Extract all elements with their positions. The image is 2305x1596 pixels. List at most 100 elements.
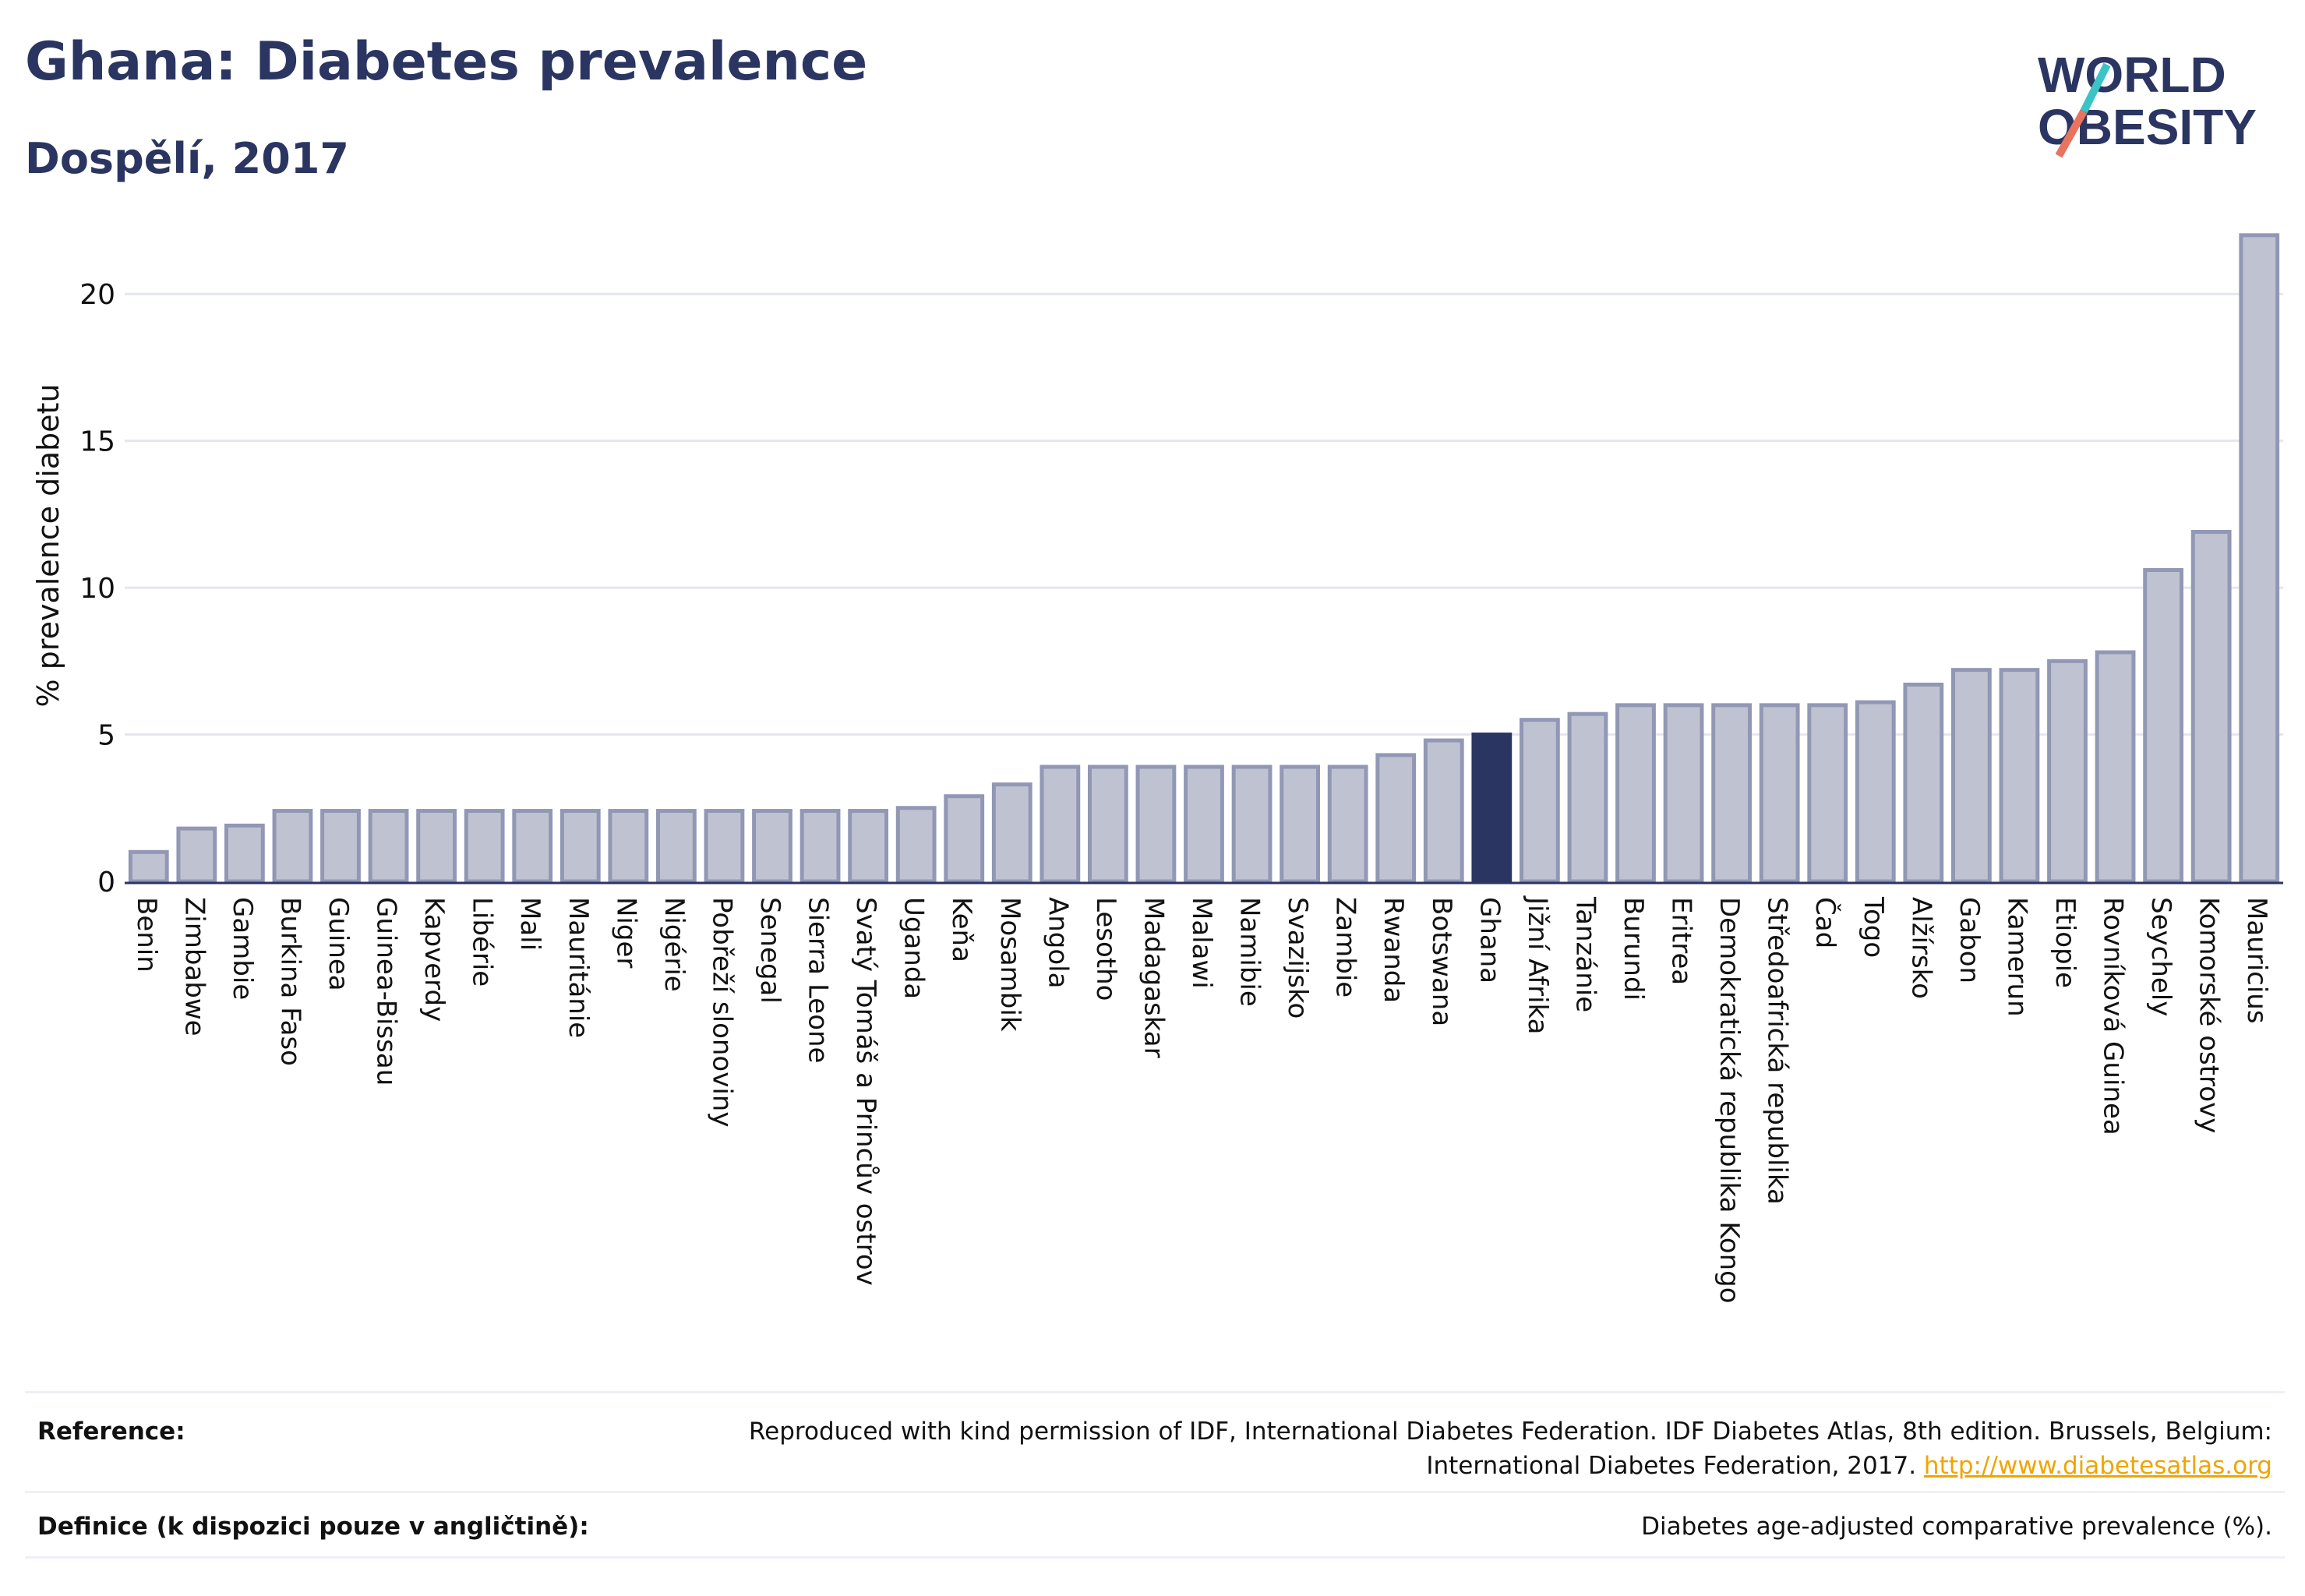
bar-Nigérie	[655, 809, 697, 884]
x-tick-label: Svatý Tomáš a Princův ostrov	[850, 897, 881, 1286]
bar-Rovníková Guinea	[2095, 650, 2136, 884]
x-tick-label: Togo	[1858, 896, 1889, 958]
bar-Ghana	[1471, 733, 1513, 884]
y-tick-label: 20	[79, 279, 115, 311]
x-tick-label: Sierra Leone	[803, 897, 834, 1063]
bar-Burkina Faso	[272, 809, 313, 884]
bar-Burundi	[1615, 703, 1656, 884]
bar-Guinea-Bissau	[368, 809, 409, 884]
reference-label: Reference:	[37, 1418, 185, 1446]
bar-Keňa	[944, 794, 985, 884]
bar-Kapverdy	[416, 809, 457, 884]
y-tick-label: 15	[79, 426, 115, 458]
bar-Kamerun	[1999, 668, 2040, 884]
bar-Svatý Tomáš a Princův ostrov	[848, 809, 889, 884]
bar-Botswana	[1423, 738, 1464, 884]
bar-Čad	[1807, 703, 1848, 884]
bar-Etiopie	[2047, 659, 2088, 884]
reference-link[interactable]: http://www.diabetesatlas.org	[1923, 1452, 2272, 1480]
y-axis-label: % prevalence diabetu	[31, 383, 65, 707]
reference-line2: International Diabetes Federation, 2017.…	[749, 1449, 2272, 1483]
bar-Namibie	[1231, 764, 1273, 884]
bar-Pobřeží slonoviny	[704, 809, 745, 884]
x-tick-label: Niger	[610, 897, 641, 968]
x-tick-label: Svazijsko	[1282, 897, 1313, 1019]
x-tick-label: Senegal	[754, 897, 785, 1004]
x-tick-label: Mali	[514, 897, 545, 951]
x-tick-label: Komorské ostrovy	[2194, 897, 2225, 1133]
x-tick-label: Rovníková Guinea	[2098, 897, 2129, 1135]
bar-Mali	[512, 809, 553, 884]
y-tick-label: 0	[97, 867, 115, 899]
y-tick-labels: 0 5 10 15 20	[79, 279, 115, 899]
x-tick-label: Zambie	[1330, 897, 1361, 998]
bar-Komorské ostrovy	[2190, 530, 2232, 884]
bar-Rwanda	[1375, 753, 1417, 884]
x-tick-label: Benin	[131, 897, 162, 973]
x-tick-label: Rwanda	[1378, 897, 1409, 1003]
x-tick-label: Demokratická republika Kongo	[1714, 897, 1745, 1304]
chart-title: Ghana: Diabetes prevalence	[25, 31, 868, 93]
logo-slash-upper	[2080, 62, 2111, 114]
bar-Jižní Afrika	[1519, 718, 1560, 884]
x-tick-label: Kapverdy	[418, 897, 450, 1022]
logo-line1: WORLD	[2038, 47, 2226, 103]
x-tick-label: Lesotho	[1090, 897, 1121, 1001]
x-tick-label: Burkina Faso	[274, 897, 305, 1066]
x-tick-label: Libérie	[467, 897, 498, 987]
bar-Seychely	[2143, 567, 2184, 884]
bar-Guinea	[320, 809, 361, 884]
bar-Libérie	[464, 809, 505, 884]
bar-Malawi	[1184, 764, 1224, 884]
x-tick-label: Etiopie	[2049, 897, 2081, 988]
x-tick-label: Keňa	[946, 897, 977, 962]
x-tick-label: Gambie	[227, 897, 258, 1000]
logo-slash-lower	[2055, 109, 2088, 158]
bar-Svazijsko	[1280, 764, 1321, 884]
bar-Uganda	[895, 806, 937, 884]
x-tick-label: Jižní Afrika	[1522, 895, 1553, 1035]
x-tick-label: Mauritánie	[563, 897, 594, 1038]
bar-Senegal	[752, 809, 792, 884]
bar-Niger	[608, 809, 649, 884]
bar-Mauritánie	[559, 809, 601, 884]
y-tick-label: 5	[97, 720, 115, 752]
chart-subtitle: Dospělí, 2017	[25, 134, 349, 183]
x-tick-label: Nigérie	[658, 897, 690, 992]
x-tick-label: Zimbabwe	[178, 897, 210, 1036]
x-tick-label: Guinea-Bissau	[371, 897, 402, 1086]
bar-Zambie	[1327, 764, 1368, 884]
bar-Eritrea	[1663, 703, 1704, 884]
world-obesity-logo: WORLD OBESITY	[2038, 47, 2257, 158]
bar-Mosambik	[991, 782, 1032, 884]
x-tick-label: Kamerun	[2001, 897, 2032, 1017]
x-tick-label: Burundi	[1618, 897, 1649, 1001]
reference-text-block: Reproduced with kind permission of IDF, …	[749, 1414, 2272, 1483]
footer: Reference: Reproduced with kind permissi…	[25, 1391, 2285, 1562]
definition-text: Diabetes age-adjusted comparative preval…	[1641, 1513, 2272, 1541]
x-tick-label: Středoafrická republika	[1762, 897, 1793, 1205]
bar-Středoafrická republika	[1759, 703, 1800, 884]
bar-Lesotho	[1087, 764, 1128, 884]
definition-label: Definice (k dispozici pouze v angličtině…	[37, 1513, 589, 1541]
bar-Mauricius	[2239, 233, 2280, 884]
bar-Gambie	[224, 823, 265, 884]
y-tick-label: 10	[79, 573, 115, 605]
x-tick-label: Namibie	[1234, 897, 1265, 1007]
bar-Zimbabwe	[176, 826, 217, 884]
x-tick-label: Madagaskar	[1138, 897, 1169, 1058]
bar-Alžírsko	[1903, 682, 1944, 884]
x-tick-label: Eritrea	[1666, 897, 1697, 985]
bar-Togo	[1855, 700, 1896, 884]
reference-text: Reproduced with kind permission of IDF, …	[749, 1418, 2272, 1446]
x-tick-label: Pobřeží slonoviny	[706, 897, 737, 1127]
x-tick-labels: Benin Zimbabwe Gambie Burkina Faso Guinea Gui…	[131, 895, 2272, 1304]
bar-Demokratická republika Kongo	[1711, 703, 1753, 884]
x-tick-label: Mosambik	[994, 897, 1025, 1032]
bar-Madagaskar	[1135, 764, 1177, 884]
x-tick-label: Guinea	[323, 897, 354, 991]
bar-Benin	[128, 849, 169, 884]
x-tick-label: Alžírsko	[1905, 897, 1936, 999]
x-tick-label: Gabon	[1954, 897, 1985, 983]
bars	[125, 233, 2283, 885]
